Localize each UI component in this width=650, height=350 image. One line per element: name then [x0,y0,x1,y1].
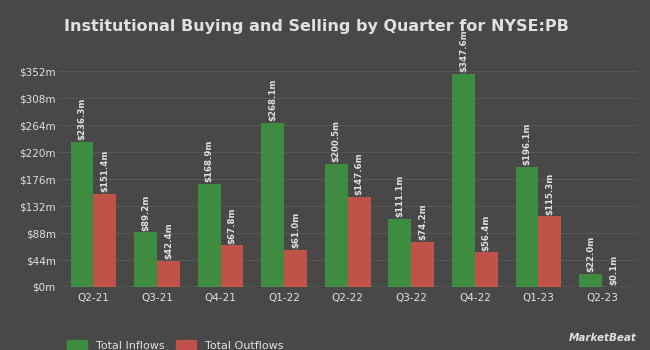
Bar [261,123,284,287]
Text: $56.4m: $56.4m [482,214,491,251]
Text: $168.9m: $168.9m [205,139,214,182]
Bar [157,261,180,287]
Text: $115.3m: $115.3m [545,172,554,215]
Text: $196.1m: $196.1m [523,123,532,165]
Text: $22.0m: $22.0m [586,236,595,272]
Legend: Total Inflows, Total Outflows: Total Inflows, Total Outflows [64,337,287,350]
Text: $42.4m: $42.4m [164,223,173,259]
Text: $61.0m: $61.0m [291,211,300,248]
Text: $67.8m: $67.8m [227,207,237,244]
Bar [452,74,475,287]
Text: $0.1m: $0.1m [609,255,618,285]
Text: $89.2m: $89.2m [141,194,150,231]
Text: $74.2m: $74.2m [418,203,427,240]
Text: $347.6m: $347.6m [459,30,468,72]
Text: Institutional Buying and Selling by Quarter for NYSE:PB: Institutional Buying and Selling by Quar… [64,19,569,34]
Bar [94,194,116,287]
Text: $200.5m: $200.5m [332,120,341,162]
Bar [220,245,244,287]
Text: $236.3m: $236.3m [77,98,86,140]
Bar [325,164,348,287]
Bar [198,183,220,287]
Text: MarketBeat: MarketBeat [569,333,637,343]
Bar [348,197,370,287]
Bar [515,167,538,287]
Bar [134,232,157,287]
Bar [411,241,434,287]
Text: $268.1m: $268.1m [268,79,278,121]
Bar [538,216,562,287]
Bar [71,142,94,287]
Bar [475,252,498,287]
Text: $151.4m: $151.4m [100,150,109,193]
Text: $111.1m: $111.1m [395,175,404,217]
Bar [579,274,602,287]
Text: $147.6m: $147.6m [355,152,364,195]
Bar [284,250,307,287]
Bar [389,219,411,287]
